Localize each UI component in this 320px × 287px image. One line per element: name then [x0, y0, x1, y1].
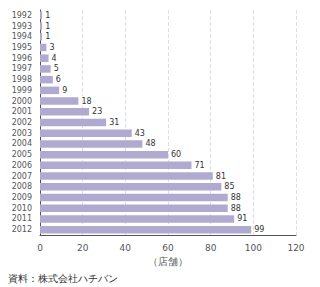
svg-text:2012: 2012: [12, 225, 32, 234]
svg-text:2008: 2008: [12, 182, 32, 191]
svg-text:60: 60: [171, 150, 181, 159]
svg-text:71: 71: [194, 161, 204, 170]
svg-text:2003: 2003: [12, 129, 32, 138]
svg-text:2011: 2011: [12, 214, 32, 223]
svg-text:60: 60: [162, 243, 174, 253]
svg-text:2006: 2006: [12, 161, 32, 170]
svg-text:43: 43: [135, 129, 145, 138]
svg-text:1994: 1994: [12, 32, 32, 41]
svg-text:2002: 2002: [12, 118, 32, 127]
svg-text:48: 48: [145, 139, 155, 148]
svg-text:1: 1: [45, 22, 50, 31]
svg-text:2000: 2000: [12, 97, 32, 106]
svg-text:100: 100: [245, 243, 262, 253]
svg-text:3: 3: [49, 43, 54, 52]
svg-text:2004: 2004: [12, 139, 32, 148]
svg-text:23: 23: [92, 107, 102, 116]
svg-text:2007: 2007: [12, 172, 32, 181]
svg-text:31: 31: [109, 118, 119, 127]
svg-text:0: 0: [37, 243, 43, 253]
svg-text:2009: 2009: [12, 193, 32, 202]
svg-text:1: 1: [45, 32, 50, 41]
svg-text:40: 40: [120, 243, 132, 253]
svg-text:2010: 2010: [12, 204, 32, 213]
svg-text:1998: 1998: [12, 75, 32, 84]
svg-text:80: 80: [205, 243, 217, 253]
svg-text:99: 99: [254, 225, 264, 234]
svg-text:91: 91: [237, 214, 247, 223]
svg-text:1995: 1995: [12, 43, 32, 52]
svg-text:5: 5: [54, 64, 59, 73]
svg-text:81: 81: [216, 172, 226, 181]
svg-text:1999: 1999: [12, 86, 32, 95]
svg-text:2005: 2005: [12, 150, 32, 159]
svg-text:（店舗）: （店舗）: [148, 256, 188, 267]
svg-text:1: 1: [45, 11, 50, 20]
svg-text:88: 88: [231, 204, 241, 213]
svg-text:18: 18: [81, 97, 91, 106]
svg-text:1997: 1997: [12, 64, 32, 73]
svg-text:1993: 1993: [12, 22, 32, 31]
svg-text:6: 6: [56, 75, 61, 84]
svg-text:1996: 1996: [12, 54, 32, 63]
svg-text:9: 9: [62, 86, 67, 95]
svg-text:4: 4: [52, 54, 57, 63]
svg-text:85: 85: [224, 182, 234, 191]
svg-text:資料：株式会社ハチバン: 資料：株式会社ハチバン: [8, 273, 118, 284]
svg-text:88: 88: [231, 193, 241, 202]
svg-text:2001: 2001: [12, 107, 32, 116]
svg-text:1992: 1992: [12, 11, 32, 20]
svg-text:120: 120: [287, 243, 304, 253]
svg-text:20: 20: [77, 243, 89, 253]
